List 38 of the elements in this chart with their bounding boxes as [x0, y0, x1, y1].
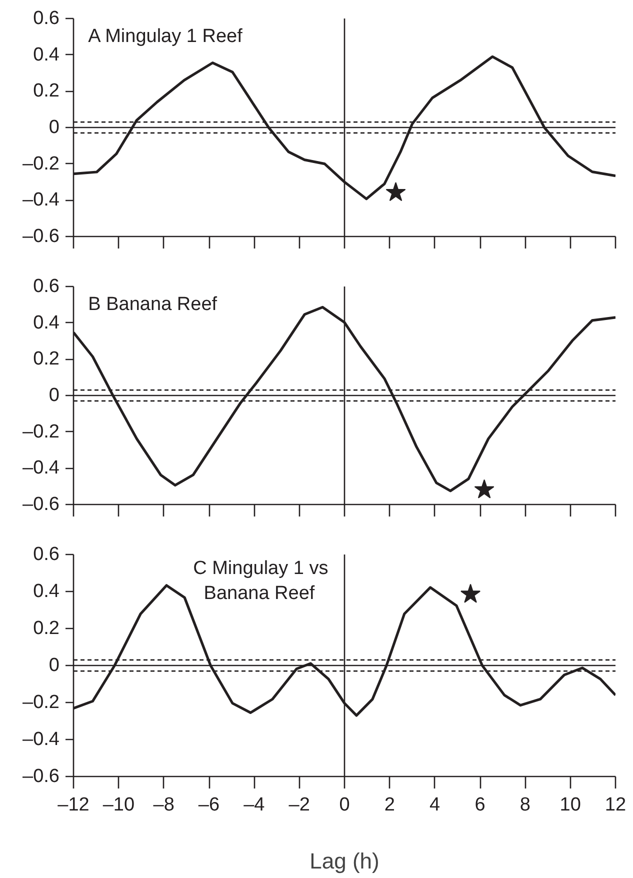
y-tick-label: 0.2 — [33, 348, 60, 370]
y-tick-label: –0.4 — [22, 190, 60, 211]
y-tick-label: –0.2 — [22, 692, 60, 713]
x-tick-label: –4 — [244, 794, 266, 816]
y-tick-label: 0.6 — [33, 8, 60, 29]
y-tick-label: 0.2 — [33, 618, 60, 639]
x-tick-label: –6 — [198, 794, 220, 816]
y-tick-label: –0.2 — [22, 153, 60, 174]
y-tick-label: –0.4 — [22, 729, 60, 750]
x-tick-label: –2 — [288, 794, 310, 816]
y-tick-label: 0 — [48, 655, 60, 676]
y-tick-label: –0.6 — [22, 226, 60, 247]
y-tick-label: 0.4 — [33, 581, 60, 602]
x-tick-label: –10 — [102, 794, 135, 816]
y-tick-label: 0.4 — [33, 312, 60, 334]
y-tick-label: –0.4 — [22, 458, 60, 479]
x-tick-label: 8 — [520, 794, 530, 816]
y-tick-label: –0.2 — [22, 421, 60, 442]
x-tick-label: 0 — [339, 794, 350, 816]
x-tick-label: 12 — [604, 794, 626, 816]
y-tick-label: 0 — [48, 117, 60, 138]
x-tick-label: 10 — [560, 794, 581, 816]
x-tick-label: –12 — [58, 794, 90, 816]
y-tick-label: 0.6 — [33, 544, 60, 565]
y-tick-label: 0 — [48, 385, 60, 406]
x-tick-label: 4 — [430, 794, 441, 816]
y-tick-label: –0.6 — [22, 494, 60, 515]
y-tick-label: –0.6 — [22, 766, 60, 787]
x-tick-label: 6 — [474, 794, 486, 816]
y-tick-label: 0.6 — [33, 276, 60, 297]
chart-title: B Banana Reef — [88, 294, 218, 315]
x-axis-title: Lag (h) — [310, 848, 380, 874]
text: C Mingulay 1 vs Banana Reef — [193, 558, 328, 604]
y-tick-label: 0.4 — [33, 44, 60, 66]
chart-title: A Mingulay 1 Reef — [88, 26, 244, 47]
x-tick-label: –8 — [153, 794, 174, 816]
y-tick-label: 0.2 — [33, 80, 60, 102]
x-tick-label: 2 — [384, 794, 395, 816]
